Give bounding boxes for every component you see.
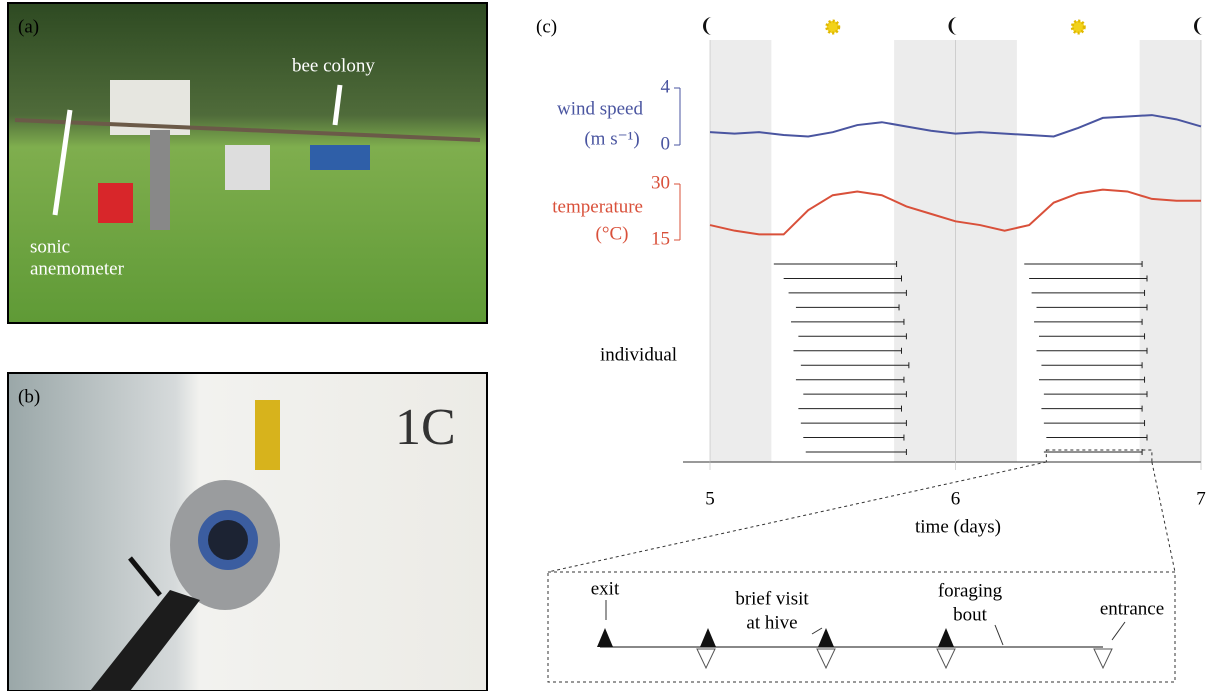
marking: 1C xyxy=(395,399,456,456)
sun-icon xyxy=(1070,19,1086,35)
moon-icon xyxy=(1193,17,1203,35)
panel-label: (a) xyxy=(18,16,39,37)
zoom-line xyxy=(1151,461,1176,573)
inset-label: exit xyxy=(591,578,620,599)
sun-icon xyxy=(825,19,841,35)
series-line xyxy=(709,114,1202,138)
annotation: anemometer xyxy=(30,258,125,279)
zoom-line xyxy=(547,461,1047,573)
inset-label: foraging xyxy=(938,580,1003,601)
inset xyxy=(547,571,1176,683)
series-unit: (°C) xyxy=(596,223,629,244)
moon-icon xyxy=(948,17,958,35)
raster-label: individual xyxy=(600,344,677,365)
night-band xyxy=(710,40,772,462)
x-tick-label: 7 xyxy=(1196,488,1206,509)
night-band xyxy=(1139,40,1201,462)
x-tick-label: 5 xyxy=(705,488,715,509)
inset-label: entrance xyxy=(1100,598,1164,619)
series-unit: (m s⁻¹) xyxy=(584,128,639,149)
y-tick-label: 0 xyxy=(661,133,671,154)
photo-a xyxy=(7,2,488,324)
x-axis-label: time (days) xyxy=(915,516,1001,537)
y-tick-label: 30 xyxy=(651,172,670,193)
annotation: sonic xyxy=(30,236,70,257)
moon-icon xyxy=(703,17,713,35)
series-label: temperature xyxy=(552,196,643,217)
inset-label: brief visit xyxy=(735,588,809,609)
x-tick-label: 6 xyxy=(951,488,961,509)
y-tick-label: 4 xyxy=(661,76,671,97)
inset-label: bout xyxy=(953,604,988,625)
annotation: bee colony xyxy=(292,55,375,76)
panel-label: (b) xyxy=(18,386,40,407)
series-line xyxy=(709,188,1201,236)
zoom-box xyxy=(1045,449,1153,463)
chart: 5 6 7 0 4 wind speed (m s⁻¹) 15 30 temperature (°C… xyxy=(547,17,1206,573)
panel-label: (c) xyxy=(536,16,557,37)
series-label: wind speed xyxy=(557,98,644,119)
inset-label: at hive xyxy=(746,612,797,633)
y-tick-label: 15 xyxy=(651,228,670,249)
photo-b xyxy=(7,372,488,692)
